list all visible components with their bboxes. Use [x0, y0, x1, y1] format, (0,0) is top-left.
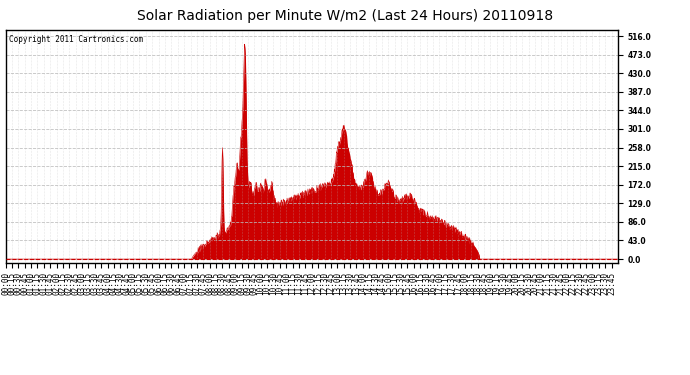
Text: Solar Radiation per Minute W/m2 (Last 24 Hours) 20110918: Solar Radiation per Minute W/m2 (Last 24…	[137, 9, 553, 23]
Text: Copyright 2011 Cartronics.com: Copyright 2011 Cartronics.com	[8, 34, 143, 44]
